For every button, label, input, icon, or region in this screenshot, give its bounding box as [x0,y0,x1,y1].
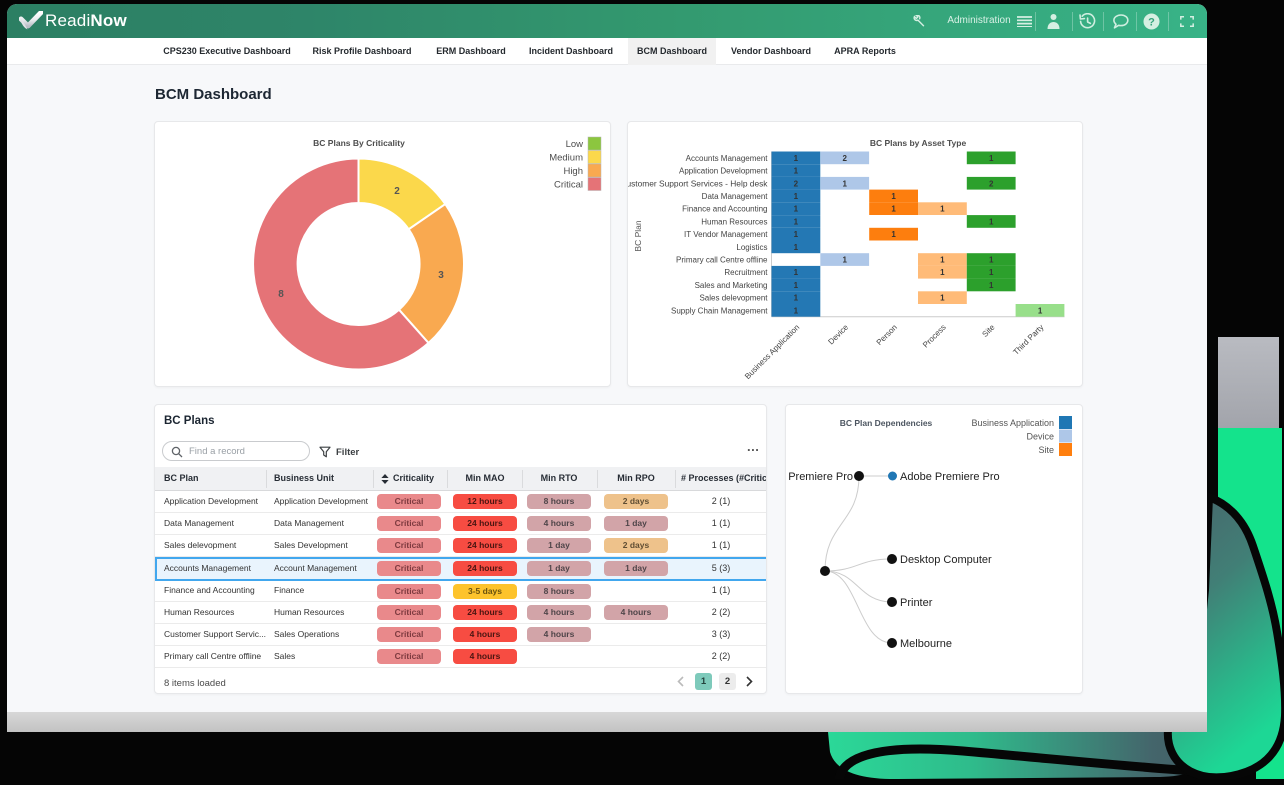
svg-text:Sales and Marketing: Sales and Marketing [695,281,768,290]
svg-text:BC Plans by Asset Type: BC Plans by Asset Type [870,138,967,148]
svg-text:1: 1 [940,256,945,265]
svg-text:1: 1 [794,167,799,176]
svg-text:1: 1 [794,205,799,214]
svg-text:BC Plan Dependencies: BC Plan Dependencies [840,418,933,428]
svg-text:Logistics: Logistics [736,243,767,252]
svg-text:BC Plans By Criticality: BC Plans By Criticality [313,138,405,148]
svg-text:1: 1 [794,268,799,277]
svg-text:Supply Chain Management: Supply Chain Management [671,306,768,315]
svg-text:1: 1 [794,294,799,303]
svg-text:1: 1 [940,205,945,214]
svg-text:1: 1 [794,243,799,252]
svg-text:1: 1 [794,281,799,290]
svg-text:2: 2 [794,179,799,188]
svg-text:1: 1 [842,179,847,188]
svg-text:Low: Low [566,139,584,150]
svg-text:Business Application: Business Application [971,418,1054,428]
svg-text:Customer Support Services - He: Customer Support Services - Help desk [628,178,768,188]
svg-text:Critical: Critical [554,180,583,191]
svg-text:2: 2 [394,186,400,197]
svg-text:1: 1 [891,230,896,239]
svg-text:High: High [563,166,583,177]
svg-text:Printer: Printer [900,597,933,609]
svg-text:1: 1 [794,230,799,239]
svg-text:1: 1 [842,256,847,265]
svg-text:1: 1 [891,205,896,214]
svg-text:Device: Device [826,322,850,346]
svg-text:1: 1 [794,306,799,315]
svg-text:Melbourne: Melbourne [900,638,952,650]
svg-text:Person: Person [875,323,899,347]
svg-text:1: 1 [891,192,896,201]
svg-text:IT Vendor Management: IT Vendor Management [684,230,768,239]
svg-text:Site: Site [980,322,997,339]
svg-text:BC Plan: BC Plan [633,220,643,251]
svg-text:1: 1 [794,217,799,226]
svg-text:1: 1 [989,281,994,290]
svg-text:Desktop Computer: Desktop Computer [900,554,992,566]
svg-text:8: 8 [278,289,284,300]
svg-text:1: 1 [940,294,945,303]
svg-text:Accounts Management: Accounts Management [686,154,769,163]
svg-text:Medium: Medium [549,153,583,164]
svg-text:1: 1 [989,268,994,277]
svg-text:?: ? [1148,16,1155,28]
svg-text:Business Application: Business Application [743,323,801,381]
svg-text:Sales delevopment: Sales delevopment [699,294,768,303]
svg-text:3: 3 [438,270,444,281]
svg-text:Human Resources: Human Resources [701,217,767,226]
svg-text:Recruitment: Recruitment [724,268,768,277]
svg-text:Primary call Centre offline: Primary call Centre offline [676,256,768,265]
svg-text:1: 1 [989,154,994,163]
svg-text:1: 1 [1038,306,1043,315]
svg-text:1: 1 [794,154,799,163]
svg-text:Adobe Premiere Pro: Adobe Premiere Pro [900,471,1000,483]
svg-text:Data Management: Data Management [702,192,769,201]
svg-text:Site: Site [1038,445,1054,455]
svg-text:1: 1 [940,268,945,277]
svg-text:Device: Device [1026,432,1054,442]
svg-text:Third Party: Third Party [1011,323,1045,357]
svg-text:Process: Process [921,323,948,350]
svg-text:Adobe Premiere Pro: Adobe Premiere Pro [786,471,853,483]
svg-text:2: 2 [989,179,994,188]
svg-text:1: 1 [989,256,994,265]
svg-text:2: 2 [842,154,847,163]
svg-text:Finance and Accounting: Finance and Accounting [682,205,767,214]
svg-text:Application Development: Application Development [679,167,768,176]
svg-text:1: 1 [794,192,799,201]
svg-text:1: 1 [989,217,994,226]
